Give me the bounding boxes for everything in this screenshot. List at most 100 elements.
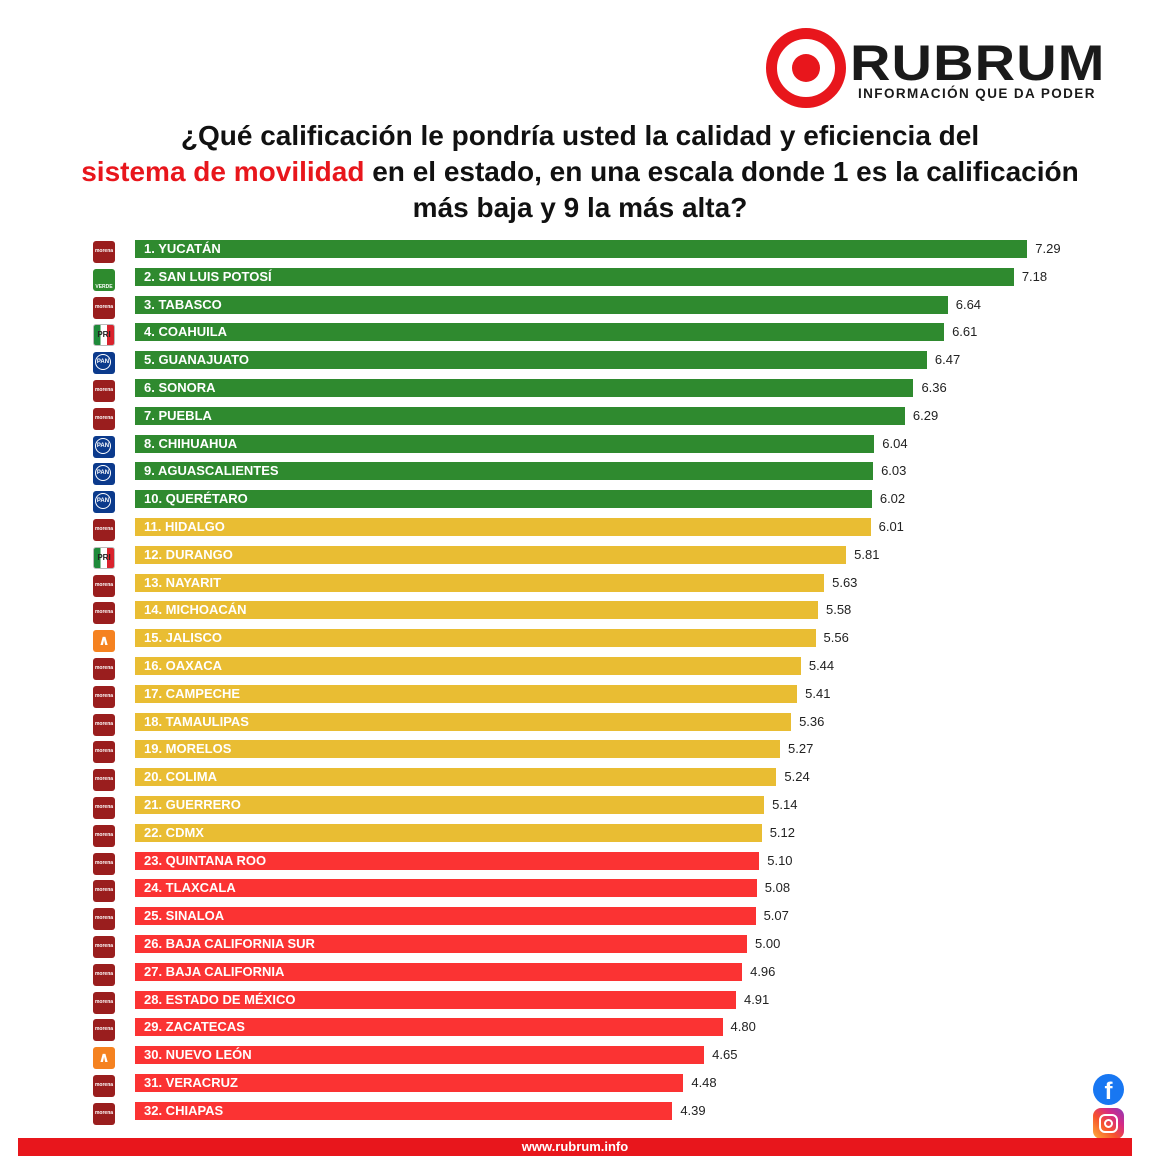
data-label: 6.29 — [912, 407, 939, 423]
data-label: 5.00 — [755, 936, 781, 951]
bar-label: 12. DURANGO — [144, 546, 233, 562]
bar-label: 2. SAN LUIS POTOSÍ — [144, 268, 272, 284]
bar — [135, 490, 872, 509]
bar — [135, 323, 945, 342]
title-part-2: en el estado, en una escala donde 1 es l… — [364, 156, 1079, 223]
data-label: 5.44 — [808, 658, 835, 673]
bar-label: 16. OAXACA — [144, 658, 223, 673]
bar — [135, 851, 760, 870]
bar — [135, 1074, 684, 1092]
bar — [135, 768, 777, 787]
bar — [135, 573, 825, 592]
data-label: 5.08 — [764, 880, 791, 896]
bar-label: 8. CHIHUAHUA — [144, 435, 238, 451]
morena-party-icon — [93, 824, 115, 847]
bar — [135, 1101, 673, 1120]
bar-label: 19. MORELOS — [144, 741, 232, 757]
bar-label: 28. ESTADO DE MÉXICO — [144, 991, 296, 1007]
bar-label: 25. SINALOA — [144, 908, 225, 924]
morena-party-icon — [93, 296, 115, 319]
bar-label: 17. CAMPECHE — [144, 685, 241, 701]
bar — [135, 379, 914, 397]
data-label: 4.96 — [750, 963, 776, 979]
data-label: 6.02 — [879, 491, 906, 507]
brand-name: RUBRUM — [850, 35, 1106, 91]
morena-party-icon — [93, 574, 115, 597]
bar-label: 24. TLAXCALA — [144, 880, 236, 896]
pri-party-icon — [93, 546, 115, 569]
bar — [135, 406, 905, 425]
chart-title: ¿Qué calificación le pondría usted la ca… — [60, 118, 1100, 226]
bar-label: 10. QUERÉTARO — [144, 491, 248, 507]
morena-party-icon — [93, 797, 115, 819]
bar — [135, 462, 874, 481]
data-label: 5.27 — [788, 741, 814, 757]
morena-party-icon — [93, 936, 115, 958]
morena-party-icon — [93, 241, 115, 263]
bar-label: 11. HIDALGO — [144, 519, 225, 534]
bar — [135, 657, 801, 675]
target-logo-icon — [766, 28, 846, 108]
data-label: 6.04 — [882, 435, 908, 451]
pan-party-icon — [93, 491, 115, 514]
title-part-1: ¿Qué calificación le pondría usted la ca… — [180, 120, 980, 151]
data-label: 6.03 — [881, 463, 907, 479]
bar — [135, 295, 948, 314]
bar-label: 21. GUERRERO — [144, 797, 241, 812]
brand-logo: RUBRUM INFORMACIÓN QUE DA PODER — [766, 24, 1126, 110]
bar-label: 26. BAJA CALIFORNIA SUR — [144, 936, 315, 951]
data-label: 5.24 — [784, 769, 810, 785]
mc-party-icon — [93, 630, 115, 653]
bar-label: 20. COLIMA — [144, 769, 217, 785]
pan-party-icon — [93, 352, 115, 375]
bar — [135, 823, 762, 842]
morena-party-icon — [93, 1102, 115, 1125]
data-label: 7.29 — [1035, 241, 1061, 256]
bar-label: 29. ZACATECAS — [144, 1019, 245, 1035]
bar-chart: 1. YUCATÁN 7.29 2. SAN LUIS POTOSÍ 7.18 3. T… — [0, 0, 1157, 1140]
bar — [135, 601, 818, 620]
morena-party-icon — [93, 407, 115, 430]
data-label: 5.10 — [767, 852, 793, 868]
bar-label: 32. CHIAPAS — [144, 1102, 224, 1118]
data-label: 4.65 — [712, 1047, 738, 1063]
bar — [135, 1018, 723, 1037]
title-highlight: sistema de movilidad — [81, 156, 365, 187]
bar — [135, 518, 871, 536]
bar-label: 4. COAHUILA — [144, 324, 228, 340]
data-label: 6.61 — [952, 324, 978, 340]
instagram-icon[interactable] — [1093, 1108, 1124, 1139]
bar — [135, 267, 1014, 286]
morena-party-icon — [93, 769, 115, 792]
mc-party-icon — [93, 1047, 115, 1070]
data-label: 5.56 — [823, 630, 849, 646]
morena-party-icon — [93, 852, 115, 875]
brand-tagline: INFORMACIÓN QUE DA PODER — [858, 86, 1096, 101]
data-label: 5.63 — [832, 574, 858, 590]
bar-label: 9. AGUASCALIENTES — [144, 463, 279, 479]
bar-label: 7. PUEBLA — [144, 407, 212, 423]
bar — [135, 545, 847, 564]
bar-label: 23. QUINTANA ROO — [144, 852, 267, 868]
data-label: 6.64 — [955, 296, 982, 312]
bar-label: 31. VERACRUZ — [144, 1075, 238, 1090]
morena-party-icon — [93, 741, 115, 764]
bar-label: 14. MICHOACÁN — [144, 602, 247, 618]
bar — [135, 351, 927, 370]
bar-label: 22. CDMX — [144, 824, 204, 840]
data-label: 5.58 — [825, 602, 852, 618]
bar — [135, 629, 816, 648]
morena-party-icon — [93, 991, 115, 1014]
bar — [135, 740, 781, 759]
data-label: 4.91 — [743, 991, 770, 1007]
morena-party-icon — [93, 380, 115, 402]
bar — [135, 1046, 705, 1065]
data-label: 6.01 — [878, 519, 904, 534]
pan-party-icon — [93, 435, 115, 458]
bar-label: 18. TAMAULIPAS — [144, 713, 249, 729]
facebook-icon[interactable]: f — [1093, 1074, 1124, 1105]
data-label: 4.48 — [691, 1075, 717, 1090]
footer-url[interactable]: www.rubrum.info — [18, 1138, 1132, 1156]
bar — [135, 684, 798, 703]
data-label: 5.41 — [805, 685, 831, 701]
